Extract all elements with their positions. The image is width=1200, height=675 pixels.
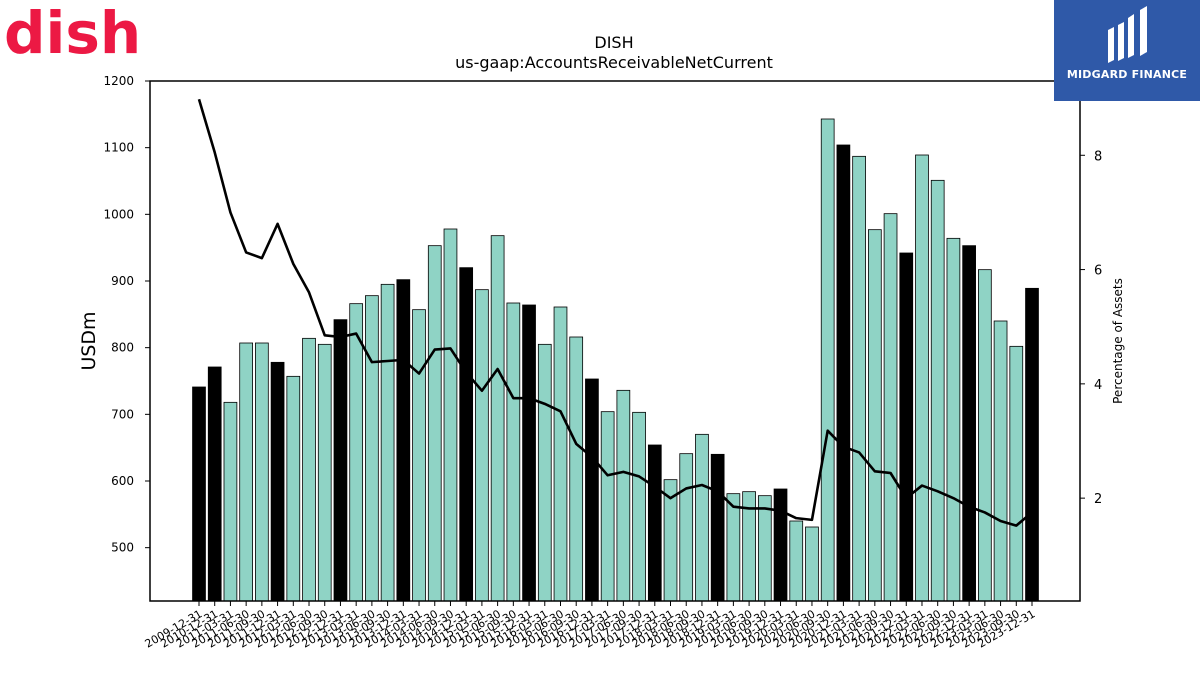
bar-2015-03-31 <box>475 289 489 602</box>
bar-2017-06-30 <box>616 389 631 602</box>
bar-2011-09-30 <box>255 342 269 602</box>
bar-2015-12-31 <box>522 304 536 602</box>
chart-title: DISH <box>594 33 633 52</box>
bar-2022-12-31 <box>962 245 976 602</box>
y-tick-label: 1200 <box>103 74 134 88</box>
bar-2009-12-31 <box>192 386 206 602</box>
bar-2023-12-31 <box>1025 287 1039 602</box>
bar-2021-12-31 <box>899 252 914 602</box>
y-tick-label: 800 <box>111 341 134 355</box>
bar-2012-12-31 <box>333 319 348 602</box>
dish-logo: dish <box>4 0 141 67</box>
bar-2012-09-30 <box>317 343 332 602</box>
bar-2022-03-31 <box>915 154 929 602</box>
percentage-of-assets-line <box>197 98 1033 527</box>
y2-tick-label: 8 <box>1094 149 1102 164</box>
y-tick-label: 900 <box>111 274 134 288</box>
bar-2019-12-31 <box>773 488 788 602</box>
y-tick-label: 1100 <box>103 141 134 155</box>
bar-2016-03-31 <box>537 343 552 602</box>
bar-2011-03-31 <box>223 401 238 602</box>
bar-2019-03-31 <box>726 493 741 602</box>
bar-2013-06-30 <box>365 295 379 602</box>
y-tick-label: 600 <box>111 474 134 488</box>
bar-2019-09-30 <box>757 495 772 602</box>
bar-2017-12-31 <box>647 444 662 602</box>
y-tick-label: 700 <box>111 407 134 421</box>
bar-2010-12-31 <box>207 366 222 602</box>
y2-tick-label: 2 <box>1094 492 1102 507</box>
bar-2018-06-30 <box>679 453 694 602</box>
bar-2018-12-31 <box>710 453 725 602</box>
bar-2022-09-30 <box>946 237 961 602</box>
bar-2013-12-31 <box>396 279 411 602</box>
bar-2013-09-30 <box>380 283 395 602</box>
y-axis: 500 600 700 800 900 1000 1100 1200 <box>103 74 150 555</box>
bar-2020-09-30 <box>820 118 835 602</box>
bar-2014-06-30 <box>427 245 442 602</box>
bar-2016-09-30 <box>569 336 584 602</box>
y-tick-label: 1000 <box>103 207 134 221</box>
bar-2023-09-30 <box>1009 345 1024 602</box>
bar-2018-09-30 <box>695 433 709 602</box>
bar-2020-03-31 <box>789 520 804 602</box>
bar-2016-06-30 <box>553 306 568 602</box>
bar-2021-09-30 <box>883 213 898 602</box>
y-tick-label: 500 <box>111 541 134 555</box>
bar-2021-03-31 <box>852 155 866 602</box>
plot-frame <box>149 80 1081 602</box>
bar-2016-12-31 <box>585 378 599 602</box>
bar-2013-03-31 <box>349 303 364 602</box>
midgard-finance-logo: MIDGARD FINANCE <box>1054 0 1200 101</box>
bar-2015-09-30 <box>506 302 521 602</box>
midgard-finance-wordmark: MIDGARD FINANCE <box>1066 68 1188 81</box>
bar-2014-03-31 <box>412 309 426 602</box>
y2-tick-label: 6 <box>1094 264 1102 279</box>
y2-axis: 2 4 6 8 <box>1080 149 1102 507</box>
bar-2020-12-31 <box>836 144 851 602</box>
y2-axis-label: Percentage of Assets <box>1111 278 1125 404</box>
bar-2015-06-30 <box>490 235 505 602</box>
bar-2017-03-31 <box>600 411 615 602</box>
bar-2021-06-30 <box>867 229 882 602</box>
bar-2023-06-30 <box>993 320 1008 602</box>
bar-2014-09-30 <box>443 228 458 602</box>
y-axis-label: USDm <box>78 311 100 370</box>
bar-2012-03-31 <box>286 375 301 602</box>
bar-2022-06-30 <box>930 179 945 602</box>
dish-logo-mark: dish <box>4 0 138 62</box>
bar-2014-12-31 <box>459 267 474 602</box>
bar-2011-12-31 <box>270 361 285 602</box>
bar-2023-03-31 <box>978 269 992 602</box>
bars-group <box>192 118 1039 602</box>
line-group <box>197 98 1033 527</box>
bar-2011-06-30 <box>239 342 254 602</box>
bar-2017-09-30 <box>632 411 646 602</box>
bar-2020-06-30 <box>805 526 819 602</box>
bar-2012-06-30 <box>302 337 316 602</box>
y2-tick-label: 4 <box>1094 378 1102 393</box>
x-axis: 2009-12-312010-12-312011-03-312011-06-30… <box>143 601 1038 651</box>
chart-subtitle: us-gaap:AccountsReceivableNetCurrent <box>455 53 773 72</box>
midgard-emblem-icon <box>1108 6 1147 63</box>
